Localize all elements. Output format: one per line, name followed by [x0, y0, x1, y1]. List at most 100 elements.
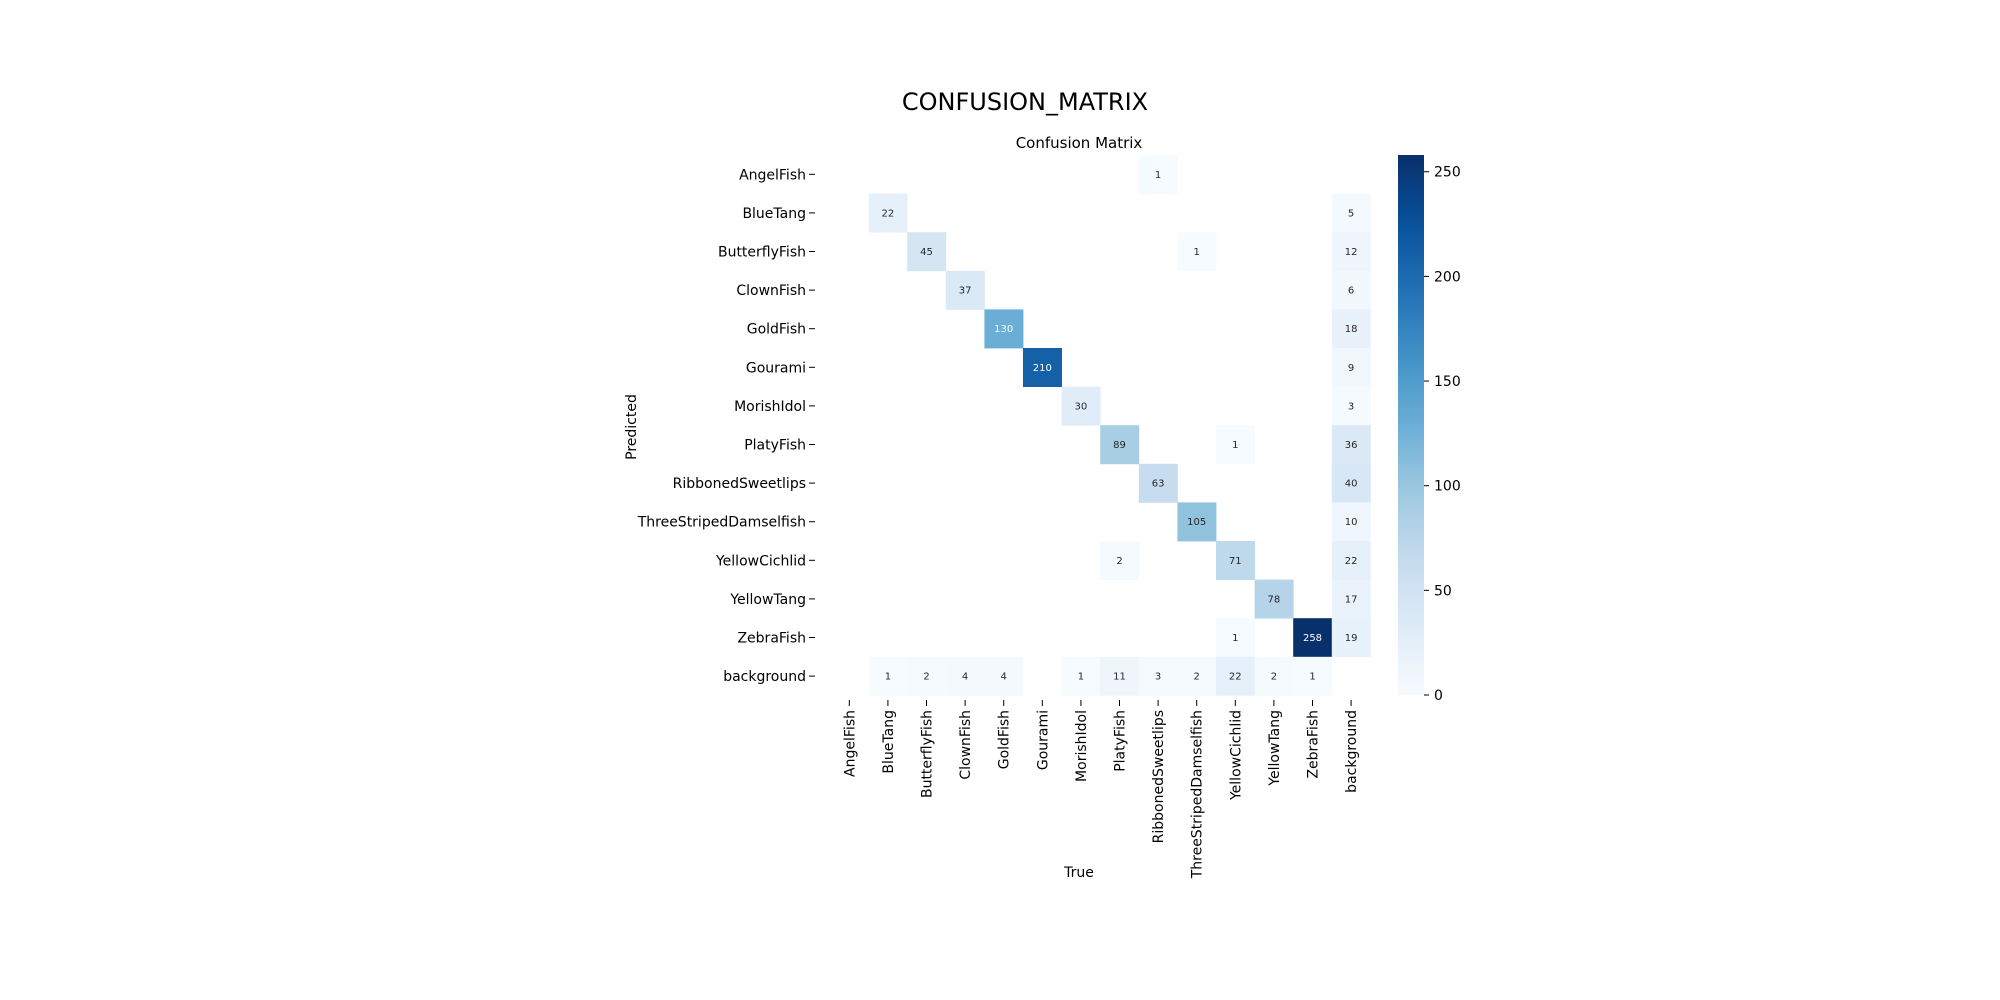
heatmap-cell-label: 78: [1268, 594, 1281, 605]
row-tick-label: YellowCichlid: [715, 553, 806, 569]
heatmap-cell-label: 89: [1113, 440, 1126, 451]
heatmap-cell: [1331, 618, 1371, 658]
column-tick-label: Gourami: [1035, 710, 1051, 770]
heatmap-cell-label: 10: [1345, 517, 1358, 528]
heatmap-cell-label: 11: [1113, 672, 1126, 683]
row-tick-label: ThreeStripedDamselfish: [637, 515, 806, 531]
heatmap-cell-label: 3: [1155, 672, 1161, 683]
column-tick-label: ZebraFish: [1306, 710, 1322, 779]
row-tick-labels: AngelFish BlueTang ButterflyFish ClownFish G…: [637, 167, 815, 685]
heatmap-cell: [1177, 502, 1217, 542]
heatmap-cell: [907, 232, 947, 272]
heatmap-cell-label: 5: [1348, 208, 1354, 219]
heatmap-cell: [1138, 463, 1178, 503]
heatmap-cell: [945, 656, 985, 696]
row-tick-label: ButterflyFish: [718, 245, 806, 261]
heatmap-cell-label: 2: [923, 672, 929, 683]
column-tick-label: PlatyFish: [1113, 710, 1129, 772]
heatmap-cell: [1293, 618, 1333, 658]
colorbar-tick-label: 100: [1434, 479, 1461, 495]
column-tick-label: RibbonedSweetlips: [1151, 710, 1167, 843]
heatmap-cell-label: 1: [1232, 633, 1238, 644]
heatmap-cell: [1331, 232, 1371, 272]
column-tick-label: ThreeStripedDamselfish: [1190, 710, 1206, 879]
heatmap-cell-label: 30: [1075, 401, 1088, 412]
heatmap-cell: [1216, 425, 1255, 465]
row-tick-label: ZebraFish: [737, 631, 806, 647]
row-tick-label: PlatyFish: [744, 438, 806, 454]
row-tick-label: RibbonedSweetlips: [673, 476, 806, 492]
heatmap-cell-label: 3: [1348, 401, 1354, 412]
x-axis-label: True: [1063, 865, 1094, 881]
column-tick-labels: AngelFish BlueTang ButterflyFish ClownFish G…: [842, 700, 1360, 879]
row-tick-label: AngelFish: [739, 167, 806, 183]
column-tick-label: YellowTang: [1267, 710, 1283, 787]
row-tick-label: MorishIdol: [734, 399, 806, 415]
heatmap-cell: [1061, 386, 1101, 426]
colorbar-tick-label: 50: [1434, 583, 1452, 599]
heatmap-cell-label: 105: [1187, 517, 1206, 528]
heatmap-cell-label: 9: [1348, 363, 1354, 374]
heatmap-cell-label: 18: [1345, 324, 1358, 335]
column-tick-label: background: [1344, 710, 1360, 793]
heatmap-cell: [1023, 348, 1062, 387]
heatmap-cell: [1254, 579, 1294, 619]
heatmap-cell-label: 63: [1152, 479, 1165, 490]
heatmap-cell: [1331, 193, 1371, 233]
heatmap-cell-label: 2: [1271, 672, 1277, 683]
heatmap-cell: [1331, 348, 1371, 387]
heatmap-cell-label: 19: [1345, 633, 1358, 644]
chart-title: Confusion Matrix: [1016, 134, 1143, 152]
heatmap-cell: [1216, 541, 1255, 580]
heatmap-cell: [1177, 232, 1217, 272]
heatmap-cells: [868, 155, 1371, 696]
heatmap-cell-label: 22: [882, 208, 895, 219]
heatmap-cell: [984, 309, 1024, 349]
heatmap-cell-label: 37: [959, 286, 972, 297]
heatmap-cell: [1216, 618, 1255, 658]
heatmap-cell: [945, 270, 985, 310]
heatmap-cell: [907, 656, 947, 696]
heatmap-cell-label: 6: [1348, 286, 1354, 297]
heatmap-cell: [1061, 656, 1101, 696]
heatmap-cell: [1100, 656, 1140, 696]
colorbar-tick-label: 150: [1434, 374, 1461, 390]
heatmap-cell: [1100, 541, 1140, 580]
heatmap-cell-label: 1: [1155, 170, 1161, 181]
row-tick-label: background: [723, 669, 806, 685]
heatmap-cell-label: 12: [1345, 247, 1358, 258]
heatmap-cell: [868, 193, 908, 233]
y-axis-label: Predicted: [624, 394, 640, 460]
heatmap-cell: [1331, 425, 1371, 465]
heatmap-cell: [1293, 656, 1333, 696]
heatmap-cell-label: 1: [1194, 247, 1200, 258]
column-tick-label: MorishIdol: [1074, 710, 1090, 782]
heatmap-cell-label: 4: [962, 672, 968, 683]
row-tick-label: ClownFish: [736, 283, 806, 299]
heatmap-cell-label: 210: [1033, 363, 1052, 374]
heatmap-cell-label: 71: [1229, 556, 1242, 567]
heatmap-cell-label: 22: [1345, 556, 1358, 567]
heatmap-cell: [1331, 579, 1371, 619]
column-tick-label: ClownFish: [958, 710, 974, 780]
colorbar-ticks: 0 50 100 150 200 250: [1424, 165, 1461, 704]
heatmap-cell: [1331, 270, 1371, 310]
colorbar: [1398, 155, 1424, 695]
heatmap-cell: [1331, 541, 1371, 580]
heatmap-cell: [984, 656, 1024, 696]
colorbar-tick-label: 0: [1434, 688, 1443, 704]
heatmap-cell: [1100, 425, 1140, 465]
column-tick-label: YellowCichlid: [1228, 710, 1244, 801]
heatmap-cell-label: 130: [994, 324, 1013, 335]
heatmap-cell: [1331, 386, 1371, 426]
heatmap-cell-label: 1: [1078, 672, 1084, 683]
heatmap-cell: [1177, 656, 1217, 696]
row-tick-label: GoldFish: [747, 322, 806, 338]
heatmap-cell-label: 258: [1303, 633, 1322, 644]
heatmap-cell-label: 40: [1345, 479, 1358, 490]
heatmap-cell: [1216, 656, 1255, 696]
heatmap-cell-label: 1: [1232, 440, 1238, 451]
heatmap-cell-label: 1: [1309, 672, 1315, 683]
